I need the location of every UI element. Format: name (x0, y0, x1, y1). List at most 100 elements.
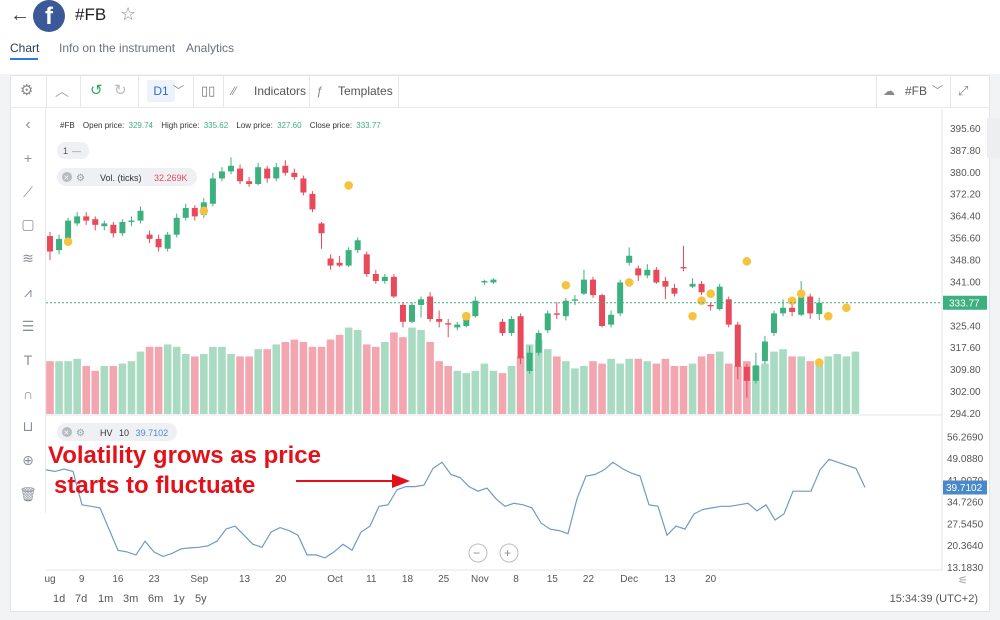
drawing-tools-sidebar: ‹ + ⟋ ▢ ≋ ⩘ ☰ T ∩ ⊔ ⊕ 🗑 (10, 108, 46, 513)
trash-icon[interactable]: 🗑 (19, 486, 37, 502)
axis-settings-icon[interactable]: ⚟ (958, 575, 968, 587)
time-tick-label: Nov (471, 574, 489, 585)
price-tick-label: 294.20 (950, 409, 981, 420)
volume-bar (426, 342, 434, 414)
side-scroll-handle[interactable] (987, 118, 1000, 158)
candle-body (590, 279, 596, 296)
info-close: 333.77 (356, 121, 381, 130)
volume-bar (127, 361, 136, 414)
zoom-in-button[interactable] (499, 543, 519, 563)
range-3m[interactable]: 3m (123, 593, 139, 605)
close-icon-glyph: ✕ (64, 430, 70, 437)
volume-bar (661, 358, 670, 414)
candle-body (771, 313, 777, 334)
volume-bar (806, 361, 814, 414)
candle-body (182, 207, 189, 218)
header: ← f #FB ☆ (0, 0, 1000, 32)
candle-body (481, 281, 488, 283)
undo-icon[interactable]: ↺ (90, 82, 103, 99)
candle-body (209, 178, 216, 204)
volume-bar (163, 344, 172, 414)
candle-body (644, 269, 651, 276)
timeframe-select[interactable]: D1 (147, 80, 175, 102)
crosshair-icon[interactable]: + (23, 150, 33, 166)
toolbar-divider (398, 75, 399, 107)
candle-body (436, 318, 443, 322)
tab-bar: Chart Info on the instrument Analytics (0, 32, 1000, 74)
volume-bar (534, 339, 543, 414)
chevron-down-icon[interactable]: ﹀ (932, 85, 943, 97)
range-7d[interactable]: 7d (75, 593, 88, 605)
volume-bar (670, 366, 679, 414)
zoom-in-icon[interactable]: ⊕ (22, 452, 34, 468)
fib-fan-icon[interactable]: ⩘ (24, 284, 32, 300)
volume-bar (272, 344, 281, 414)
range-6m[interactable]: 6m (148, 593, 164, 605)
channel-icon[interactable]: ≋ (22, 250, 34, 266)
candles (47, 157, 823, 398)
gear-icon[interactable]: ⚙ (20, 82, 34, 99)
volume-bar (652, 363, 661, 414)
volume-bar (227, 354, 235, 414)
volume-bar (734, 366, 742, 414)
signal-dot (63, 237, 73, 246)
volume-bar (353, 330, 362, 414)
trend-line-icon[interactable]: ⟋ (23, 184, 33, 200)
candle-body (255, 167, 262, 185)
candle-body (680, 266, 687, 269)
candle-body (544, 313, 551, 331)
magnet-icon[interactable]: ∩ (22, 386, 34, 402)
signal-dot (462, 311, 471, 321)
time-tick-label: 15 (547, 574, 559, 585)
price-tick-label: 387.80 (950, 146, 981, 157)
indicators-icon[interactable]: ⁄⁄ (232, 84, 237, 98)
candle-body (816, 302, 823, 315)
candle-body (390, 276, 397, 297)
time-tick-label: 13 (239, 574, 251, 585)
chevron-down-icon[interactable]: ﹀ (173, 85, 184, 97)
tab-analytics[interactable]: Analytics (186, 41, 235, 55)
tab-chart[interactable]: Chart (10, 41, 40, 55)
ohlc-info: #FB Open price: 329.74 High price: 335.6… (60, 121, 381, 130)
current-price-tag (943, 295, 987, 310)
text-tool-icon[interactable]: T (23, 352, 33, 368)
star-outline-icon[interactable]: ☆ (120, 4, 137, 24)
volume-bars (46, 327, 860, 414)
fib-levels-icon[interactable]: ☰ (21, 318, 35, 334)
chevron-up-icon[interactable]: ︿ (55, 83, 69, 99)
templates-icon[interactable]: ƒ (316, 84, 323, 98)
range-1m[interactable]: 1m (98, 593, 114, 605)
candle-body (155, 238, 162, 248)
zoom-out-button[interactable] (468, 543, 488, 563)
ruler-icon[interactable]: ⊔ (22, 418, 34, 434)
signal-dot (796, 289, 806, 298)
indicators-button[interactable]: Indicators (254, 84, 307, 98)
tab-info[interactable]: Info on the instrument (59, 41, 176, 55)
signal-dot (706, 289, 715, 298)
range-1d[interactable]: 1d (53, 593, 66, 605)
candle-body (381, 276, 388, 282)
redo-icon[interactable]: ↻ (114, 82, 127, 99)
candle-body (164, 234, 171, 249)
candle-body (562, 300, 569, 317)
range-5y[interactable]: 5y (195, 593, 207, 605)
cloud-icon[interactable]: ☁ (883, 84, 895, 98)
volume-bar (607, 358, 615, 414)
signal-dot (624, 278, 634, 287)
candle-body (617, 282, 624, 314)
rectangle-icon[interactable]: ▢ (21, 216, 35, 232)
chevron-left-icon[interactable]: ‹ (25, 116, 31, 133)
arrow-left-icon[interactable]: ← (10, 4, 30, 26)
templates-button[interactable]: Templates (338, 84, 393, 98)
volume-bar (706, 354, 715, 414)
fullscreen-icon[interactable]: ⤢ (958, 83, 969, 98)
volume-bar (770, 351, 778, 414)
candles-icon[interactable]: ▯▯ (201, 83, 216, 98)
current-hv-label: 39.7102 (946, 483, 983, 494)
symbol-select[interactable]: #FB (905, 84, 928, 98)
range-1y[interactable]: 1y (173, 593, 185, 605)
volume-bar (390, 332, 398, 414)
candle-body (725, 299, 732, 325)
